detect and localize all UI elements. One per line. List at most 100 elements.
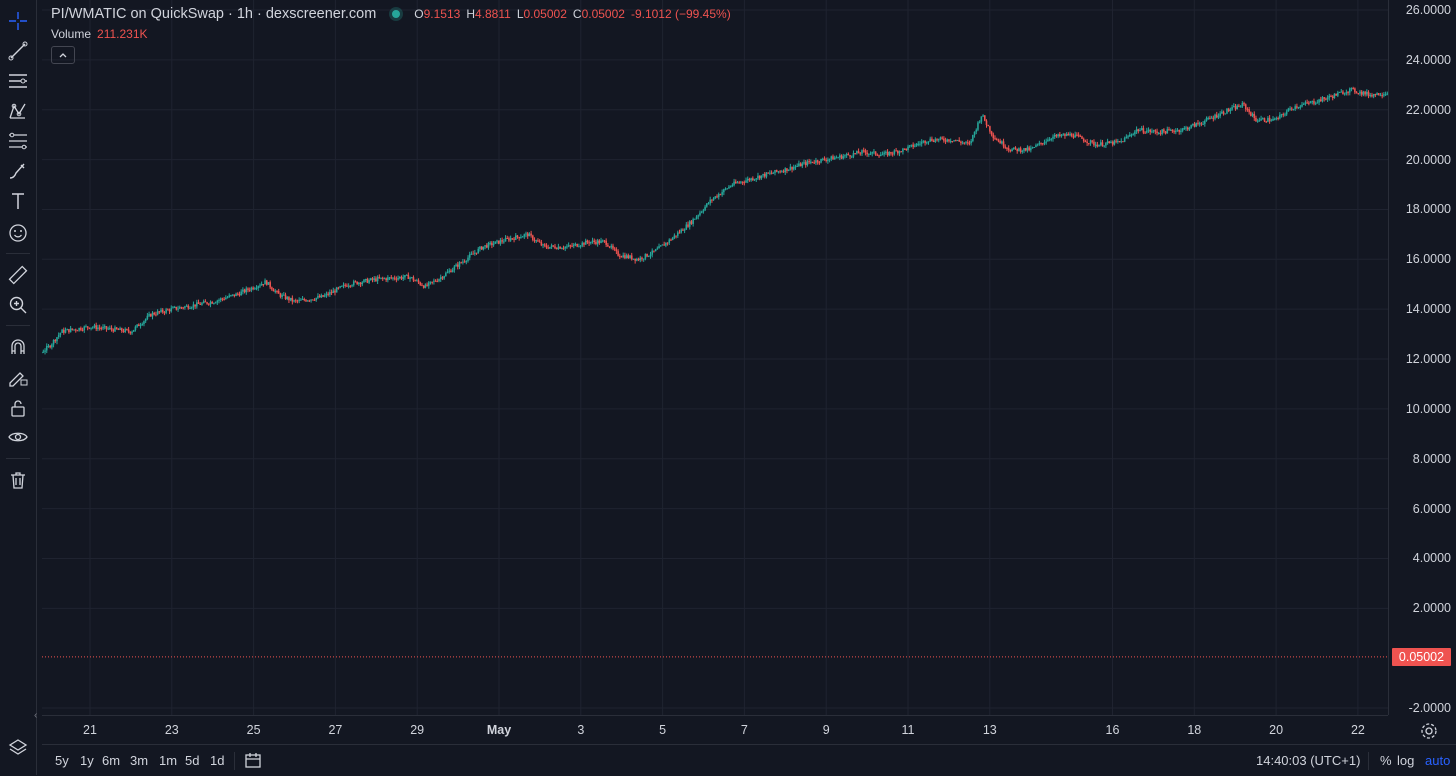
candle-body — [51, 344, 53, 347]
candle-body — [529, 234, 531, 237]
candle-body — [650, 255, 652, 256]
candle-body — [692, 219, 694, 224]
candle-body — [469, 254, 471, 257]
unlock-icon[interactable] — [4, 395, 32, 421]
candle-body — [118, 329, 120, 330]
candle-body — [602, 240, 604, 241]
candle-body — [1033, 147, 1035, 148]
candle-body — [1078, 135, 1080, 136]
candle-body — [713, 198, 715, 200]
candle-body — [590, 242, 592, 243]
brush-icon[interactable] — [4, 158, 32, 184]
clock-display[interactable]: 14:40:03 (UTC+1) — [1256, 753, 1360, 768]
candle-body — [135, 327, 137, 330]
candle-body — [677, 233, 679, 236]
scroll-left-arrow-icon[interactable]: ‹ — [34, 710, 37, 721]
candle-body — [1262, 118, 1264, 119]
candle-body — [721, 192, 723, 195]
candle-body — [728, 187, 730, 189]
candle-body — [162, 310, 164, 312]
candle-body — [1329, 96, 1331, 98]
zoom-in-icon[interactable] — [4, 292, 32, 318]
candle-body — [1163, 129, 1165, 131]
text-icon[interactable] — [4, 188, 32, 214]
candle-body — [534, 240, 536, 241]
log-scale-toggle[interactable]: log — [1397, 753, 1414, 768]
crosshair-icon[interactable] — [4, 8, 32, 34]
candle-body — [208, 304, 210, 305]
candle-body — [339, 286, 341, 287]
layers-icon[interactable] — [7, 737, 29, 759]
candle-body — [167, 309, 169, 310]
emoji-icon[interactable] — [4, 220, 32, 246]
candle-body — [89, 328, 91, 329]
pattern-icon[interactable] — [4, 98, 32, 124]
candle-body — [102, 327, 104, 328]
candle-body — [501, 240, 503, 241]
market-status-dot — [392, 10, 400, 18]
time-tick-label: 5 — [659, 723, 666, 737]
candlestick-chart[interactable] — [42, 0, 1388, 715]
candle-body — [643, 259, 645, 260]
candle-body — [914, 146, 916, 147]
candle-body — [658, 246, 660, 248]
trend-line-icon[interactable] — [4, 38, 32, 64]
gear-icon[interactable] — [1420, 722, 1438, 740]
magnet-icon[interactable] — [4, 334, 32, 360]
range-5d[interactable]: 5d — [185, 753, 199, 768]
candle-body — [454, 266, 456, 269]
horizontal-lines-icon[interactable] — [4, 68, 32, 94]
trash-icon[interactable] — [4, 467, 32, 493]
pencil-lock-icon[interactable] — [4, 364, 32, 390]
symbol-title[interactable]: PI/WMATIC on QuickSwap · 1h · dexscreene… — [51, 6, 376, 22]
candle-body — [1281, 114, 1283, 115]
high-value: 4.8811 — [475, 7, 511, 21]
candle-body — [302, 299, 304, 300]
candle-body — [288, 297, 290, 300]
candle-body — [808, 161, 810, 162]
price-tick-label: 24.0000 — [1406, 53, 1451, 67]
candle-body — [1361, 92, 1363, 95]
candle-body — [384, 278, 386, 279]
candle-body — [522, 237, 524, 238]
candle-body — [1202, 124, 1204, 125]
range-5y[interactable]: 5y — [55, 753, 69, 768]
range-1d[interactable]: 1d — [210, 753, 224, 768]
candle-body — [60, 333, 62, 335]
percent-scale-toggle[interactable]: % — [1380, 753, 1392, 768]
bottom-toolbar: 5y 1y 6m 3m 1m 5d 1d 14:40:03 (UTC+1) % … — [42, 744, 1456, 776]
candle-body — [293, 300, 295, 301]
price-chart[interactable] — [42, 0, 1388, 715]
auto-scale-toggle[interactable]: auto — [1425, 753, 1450, 768]
candle-body — [390, 277, 392, 278]
candle-body — [815, 160, 817, 162]
candle-body — [471, 254, 473, 255]
collapse-legend-button[interactable] — [51, 46, 75, 64]
candle-body — [803, 162, 805, 163]
candle-body — [104, 326, 106, 327]
range-1y[interactable]: 1y — [80, 753, 94, 768]
candle-body — [1247, 109, 1249, 110]
candle-body — [493, 244, 495, 245]
candle-body — [715, 196, 717, 198]
candle-body — [512, 238, 514, 239]
candle-body — [1294, 106, 1296, 109]
calendar-icon[interactable] — [244, 751, 262, 769]
ruler-icon[interactable] — [4, 262, 32, 288]
candle-body — [551, 245, 553, 247]
eye-icon[interactable] — [4, 424, 32, 450]
price-tick-label: 18.0000 — [1406, 202, 1451, 216]
candle-body — [696, 217, 698, 219]
candle-body — [636, 259, 638, 261]
candle-body — [1040, 143, 1042, 144]
range-3m[interactable]: 3m — [130, 753, 148, 768]
range-6m[interactable]: 6m — [102, 753, 120, 768]
candle-body — [952, 141, 954, 142]
range-1m[interactable]: 1m — [159, 753, 177, 768]
fib-icon[interactable] — [4, 128, 32, 154]
candle-body — [169, 310, 171, 312]
candle-body — [958, 140, 960, 141]
candle-body — [1184, 128, 1186, 129]
